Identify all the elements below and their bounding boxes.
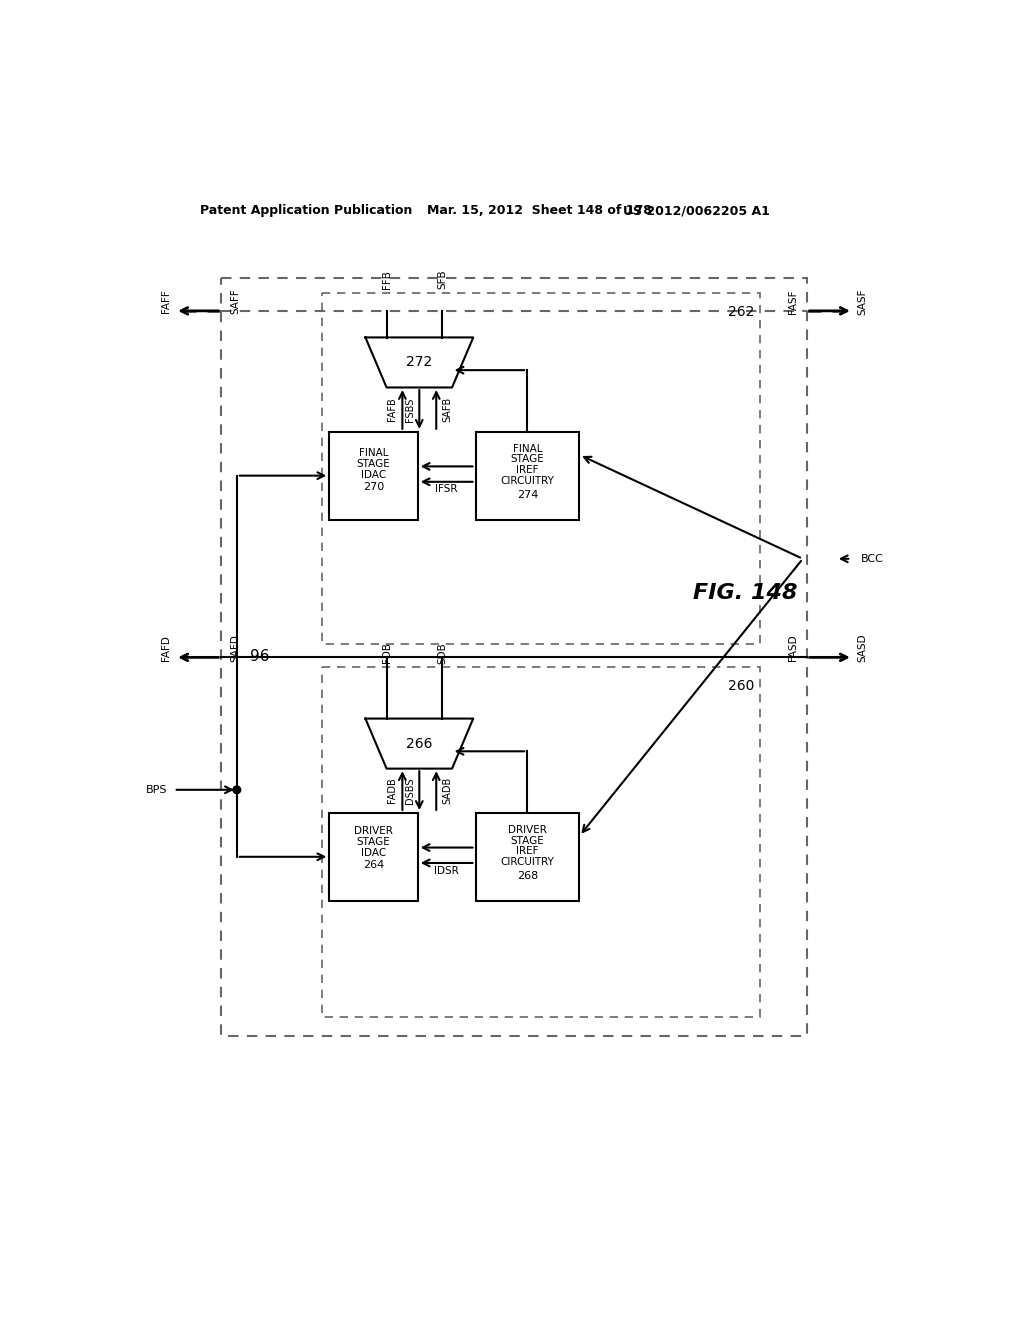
Text: IDAC: IDAC (360, 847, 386, 858)
Text: FAFB: FAFB (387, 397, 396, 421)
Text: DRIVER: DRIVER (354, 826, 393, 837)
Text: CIRCUITRY: CIRCUITRY (501, 477, 554, 486)
Text: FIG. 148: FIG. 148 (692, 583, 797, 603)
Text: 274: 274 (517, 490, 539, 500)
Text: STAGE: STAGE (511, 454, 545, 465)
Text: FAFD: FAFD (161, 635, 171, 661)
Text: SAFF: SAFF (230, 289, 241, 314)
Text: IDSR: IDSR (434, 866, 459, 875)
Text: 270: 270 (362, 482, 384, 492)
Text: FINAL: FINAL (358, 449, 388, 458)
Bar (221, 277, 807, 1036)
Text: FINAL: FINAL (513, 444, 543, 454)
Text: SDB: SDB (437, 642, 447, 664)
Text: FADB: FADB (387, 777, 396, 804)
Text: FASF: FASF (787, 289, 798, 314)
Text: IFSR: IFSR (435, 484, 458, 495)
Text: BCC: BCC (860, 554, 884, 564)
Text: STAGE: STAGE (356, 837, 390, 847)
Text: DSBS: DSBS (406, 777, 415, 804)
Text: SFB: SFB (437, 269, 447, 289)
Text: STAGE: STAGE (511, 836, 545, 846)
Text: 264: 264 (362, 861, 384, 870)
Text: 266: 266 (407, 737, 432, 751)
Text: CIRCUITRY: CIRCUITRY (501, 857, 554, 867)
Text: IDAC: IDAC (360, 470, 386, 480)
Text: FSBS: FSBS (406, 397, 415, 421)
Text: BPS: BPS (146, 785, 168, 795)
Text: FAFF: FAFF (161, 290, 171, 313)
Text: Patent Application Publication: Patent Application Publication (200, 205, 413, 218)
Circle shape (233, 785, 241, 793)
Text: 96: 96 (250, 649, 269, 664)
Bar (330, 432, 418, 520)
Text: IREF: IREF (516, 846, 539, 857)
Bar (475, 813, 580, 902)
Text: 268: 268 (517, 871, 539, 880)
Text: FASD: FASD (787, 635, 798, 661)
Text: SASF: SASF (857, 288, 867, 315)
Text: 262: 262 (728, 305, 755, 319)
Text: FDB: FDB (382, 643, 392, 663)
Text: IREF: IREF (516, 465, 539, 475)
Bar (322, 293, 761, 644)
Bar (322, 667, 761, 1016)
Text: DRIVER: DRIVER (508, 825, 547, 834)
Bar (330, 813, 418, 902)
Text: SAFD: SAFD (230, 634, 241, 663)
Bar (475, 432, 580, 520)
Text: US 2012/0062205 A1: US 2012/0062205 A1 (624, 205, 770, 218)
Text: Mar. 15, 2012  Sheet 148 of 178: Mar. 15, 2012 Sheet 148 of 178 (427, 205, 652, 218)
Text: 260: 260 (728, 678, 755, 693)
Text: SAFB: SAFB (442, 397, 452, 422)
Text: 272: 272 (407, 355, 432, 370)
Text: FFB: FFB (382, 269, 392, 289)
Text: SASD: SASD (857, 634, 867, 663)
Text: SADB: SADB (442, 777, 452, 804)
Text: STAGE: STAGE (356, 459, 390, 469)
